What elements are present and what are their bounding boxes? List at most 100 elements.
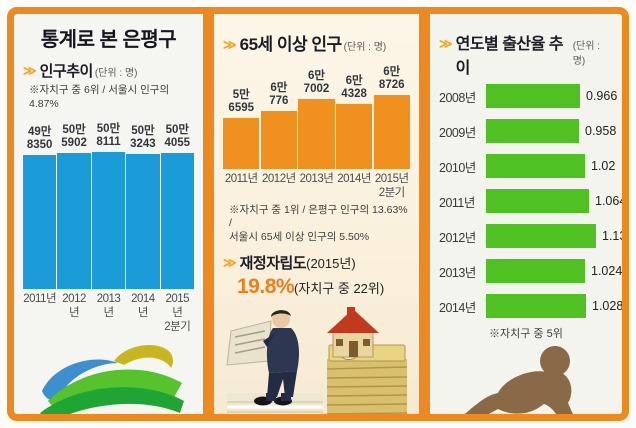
bar-value-label: 50만 3243	[130, 124, 156, 151]
x-axis-label: 2013년	[299, 173, 334, 185]
unit-label: (단위 : 명)	[343, 42, 387, 53]
bar-value-label: 50만 5902	[61, 123, 87, 150]
bar-column: 50만 4055	[160, 123, 194, 290]
unit-label: (단위 : 명)	[94, 68, 138, 79]
infographic-frame: 통계로 본 은평구 ≫ 인구추이 (단위 : 명) ※자치구 중 6위 / 서울…	[7, 7, 629, 421]
bar	[486, 294, 586, 318]
bar	[486, 224, 596, 248]
finance-value: 19.8%	[237, 274, 295, 298]
bar	[57, 153, 91, 290]
y-axis-label: 2011년	[439, 195, 475, 210]
finance-year: (2015년)	[306, 255, 356, 271]
panel-birth-rate: ≫ 연도별 출산율 추이 (단위 : 명) 2008년 0.966 2009년 0.9…	[430, 14, 622, 414]
bar-value-label: 49만 8350	[26, 125, 53, 152]
bar-row: 2011년 1.064	[439, 189, 622, 213]
bar-row: 2008년 0.966	[439, 84, 617, 108]
elderly-rank-note: ※자치구 중 1위 / 은평구 인구의 13.63% / 서울시 65세 이상 …	[229, 203, 408, 243]
crawling-baby-icon	[439, 343, 613, 414]
bar-value-label: 1.024	[591, 264, 623, 278]
elderly-population-chart: 5만 6595 6만 776 6만 7002 6만 4328 6만 8726 2011년 2012년…	[223, 61, 410, 201]
bar-value-label: 1.139	[602, 229, 627, 243]
bar	[223, 118, 260, 169]
x-axis-label: 2015년 2분기	[164, 293, 191, 333]
birth-rate-chart: 2008년 0.966 2009년 0.958 2010년 1.02 2011년 1.064 2…	[439, 84, 622, 318]
x-axis-label: 2012년	[62, 293, 86, 320]
bar-value-label: 6만 776	[269, 81, 289, 107]
bar-column: 5만 6595	[223, 88, 260, 169]
bar-value-label: 6만 4328	[341, 74, 367, 100]
bar	[373, 95, 410, 169]
panel-divider	[203, 14, 214, 414]
y-axis-label: 2009년	[439, 125, 476, 140]
bar-column: 6만 7002	[298, 70, 335, 169]
chevron-icon: ≫	[23, 63, 37, 78]
x-axis-label: 2011년	[23, 293, 57, 306]
house-icon	[327, 306, 379, 358]
bar-column: 50만 8111	[91, 122, 126, 290]
x-axis-label: 2013년	[96, 293, 121, 320]
man-reading-newspaper-icon	[226, 309, 299, 406]
bar-column: 6만 4328	[335, 74, 373, 169]
x-axis-labels: 2011년 2012년 2013년 2014년 2015년 2분기	[23, 293, 194, 334]
section-heading: 인구추이	[39, 63, 94, 80]
bar	[160, 153, 194, 290]
birth-rate-rank-note: ※자치구 중 5위	[489, 328, 563, 340]
bar-column: 6만 8726	[373, 65, 410, 169]
bar-value-label: 0.958	[585, 124, 617, 138]
bar	[486, 259, 585, 283]
panel-population-area: 통계로 본 은평구 ≫ 인구추이 (단위 : 명) ※자치구 중 6위 / 서울…	[14, 14, 203, 414]
money-bundle-stack-icon	[227, 392, 323, 414]
bar	[486, 189, 589, 213]
bar	[91, 152, 126, 290]
mountain-logo-icon	[23, 339, 194, 414]
y-axis-label: 2012년	[439, 230, 476, 245]
bar-group: 49만 8350 50만 5902 50만 8111 50만 3243 50만 4055	[23, 117, 194, 290]
y-axis-label: 2014년	[439, 300, 476, 315]
bar-value-label: 5만 6595	[228, 88, 255, 114]
population-rank-note: ※자치구 중 6위 / 서울시 인구의 4.87%	[29, 84, 170, 110]
bar-value-label: 50만 8111	[96, 122, 121, 149]
x-axis-labels: 2011년 2012년 2013년 2014년 2015년 2분기	[223, 173, 410, 201]
y-axis-label: 2008년	[439, 90, 476, 105]
bar	[260, 111, 298, 169]
unit-label: (단위 : 명)	[572, 41, 600, 67]
chevron-icon: ≫	[439, 36, 453, 51]
section-population-trend: ≫ 인구추이 (단위 : 명)	[23, 60, 194, 81]
section-finance: ≫ 재정자립도 (2015년)	[223, 252, 410, 273]
bar-value-label: 1.02	[591, 159, 616, 173]
y-axis-label: 2013년	[439, 265, 476, 280]
section-heading: 65세 이상 인구	[239, 35, 343, 54]
section-birth-rate: ≫ 연도별 출산율 추이 (단위 : 명)	[439, 30, 613, 78]
bar-value-label: 1.064	[595, 194, 627, 208]
bar-row: 2014년 1.028	[439, 294, 622, 318]
panel-divider	[419, 14, 430, 414]
bar	[23, 155, 57, 290]
y-axis-label: 2010년	[439, 160, 476, 175]
chevron-icon: ≫	[223, 37, 237, 52]
bar-column: 50만 5902	[57, 123, 91, 290]
bar-value-label: 6만 8726	[378, 65, 405, 91]
bar-row: 2010년 1.02	[439, 154, 616, 178]
bar	[486, 154, 585, 178]
bar-column: 50만 3243	[126, 124, 160, 290]
chevron-icon: ≫	[223, 254, 237, 270]
panel-elderly-finance: ≫ 65세 이상 인구 (단위 : 명) 5만 6595 6만 776 6만 7002 6만…	[214, 14, 419, 414]
x-axis-label: 2014년	[337, 173, 371, 185]
x-axis-label: 2011년	[224, 173, 258, 185]
finance-rank: (자치구 중 22위)	[294, 280, 385, 296]
finance-value-line: 19.8%(자치구 중 22위)	[237, 275, 410, 299]
bar-value-label: 50만 4055	[164, 123, 191, 150]
bar	[486, 84, 580, 108]
population-trend-chart: 49만 8350 50만 5902 50만 8111 50만 3243 50만 4055 2011…	[23, 117, 194, 334]
x-axis-label: 2012년	[262, 173, 296, 185]
bar-column: 6만 776	[260, 81, 298, 169]
x-axis-label: 2015년 2분기	[374, 173, 409, 199]
bar-column: 49만 8350	[23, 125, 57, 290]
x-axis-label: 2014년	[131, 293, 155, 320]
bar	[126, 154, 160, 290]
bar-group: 5만 6595 6만 776 6만 7002 6만 4328 6만 8726	[223, 61, 410, 169]
bar-value-label: 1.028	[592, 299, 624, 313]
bar-row: 2013년 1.024	[439, 259, 622, 283]
bar	[335, 104, 373, 169]
